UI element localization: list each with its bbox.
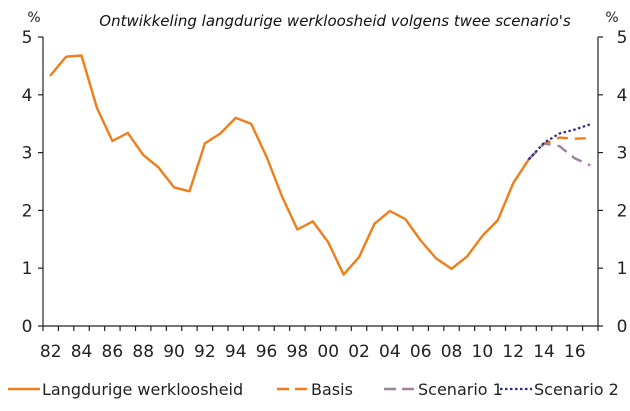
y-tick-label-left: 4 — [22, 86, 33, 106]
x-tick-label: 08 — [441, 342, 463, 362]
y-tick-label-right: 3 — [617, 144, 628, 164]
y-tick-label-left: 1 — [22, 259, 33, 279]
legend-label-4: Scenario 2 — [534, 380, 619, 399]
series-line-3 — [527, 142, 591, 167]
x-ticks: 82 84 86 88 90 92 94 96 98 00 02 04 06 08 10 12 14 16 — [40, 326, 599, 362]
y-ticks-right: 0 1 2 3 4 5 — [598, 28, 627, 337]
x-tick-label: 10 — [472, 342, 494, 362]
x-tick-label: 88 — [132, 342, 154, 362]
series-line-1 — [49, 54, 530, 276]
x-tick-label: 92 — [194, 342, 216, 362]
x-tick-label: 90 — [163, 342, 185, 362]
y-tick-label-right: 0 — [617, 317, 628, 337]
legend-label-3: Scenario 1 — [418, 380, 503, 399]
series-lines — [49, 54, 591, 276]
x-tick-label: 12 — [502, 342, 524, 362]
y-tick-label-left: 5 — [22, 28, 33, 48]
y-ticks-left: 0 1 2 3 4 5 — [22, 28, 43, 337]
y-tick-label-left: 0 — [22, 317, 33, 337]
x-tick-label: 04 — [379, 342, 401, 362]
x-tick-label: 86 — [102, 342, 124, 362]
x-tick-label: 96 — [256, 342, 278, 362]
y-unit-left: % — [27, 10, 40, 26]
y-tick-label-right: 2 — [617, 201, 628, 221]
x-tick-label: 94 — [225, 342, 247, 362]
legend-label-2: Basis — [311, 380, 353, 399]
x-tick-label: 00 — [317, 342, 339, 362]
x-tick-label: 82 — [40, 342, 62, 362]
series-line-4 — [527, 123, 591, 161]
y-unit-right: % — [605, 10, 618, 26]
x-tick-label: 02 — [348, 342, 370, 362]
series-line-2 — [527, 136, 591, 161]
legend-label-1: Langdurige werkloosheid — [42, 380, 243, 399]
x-tick-label: 16 — [564, 342, 586, 362]
x-tick-label: 06 — [410, 342, 432, 362]
y-tick-label-right: 4 — [617, 86, 628, 106]
legend: Langdurige werkloosheid Basis Scenario 1 Sc… — [8, 380, 619, 399]
x-tick-label: 98 — [287, 342, 309, 362]
y-tick-label-right: 5 — [617, 28, 628, 48]
y-tick-label-right: 1 — [617, 259, 628, 279]
y-tick-label-left: 3 — [22, 144, 33, 164]
y-tick-label-left: 2 — [22, 201, 33, 221]
x-tick-label: 84 — [71, 342, 93, 362]
x-tick-label: 14 — [533, 342, 555, 362]
chart-title: Ontwikkeling langdurige werkloosheid vol… — [99, 12, 571, 30]
